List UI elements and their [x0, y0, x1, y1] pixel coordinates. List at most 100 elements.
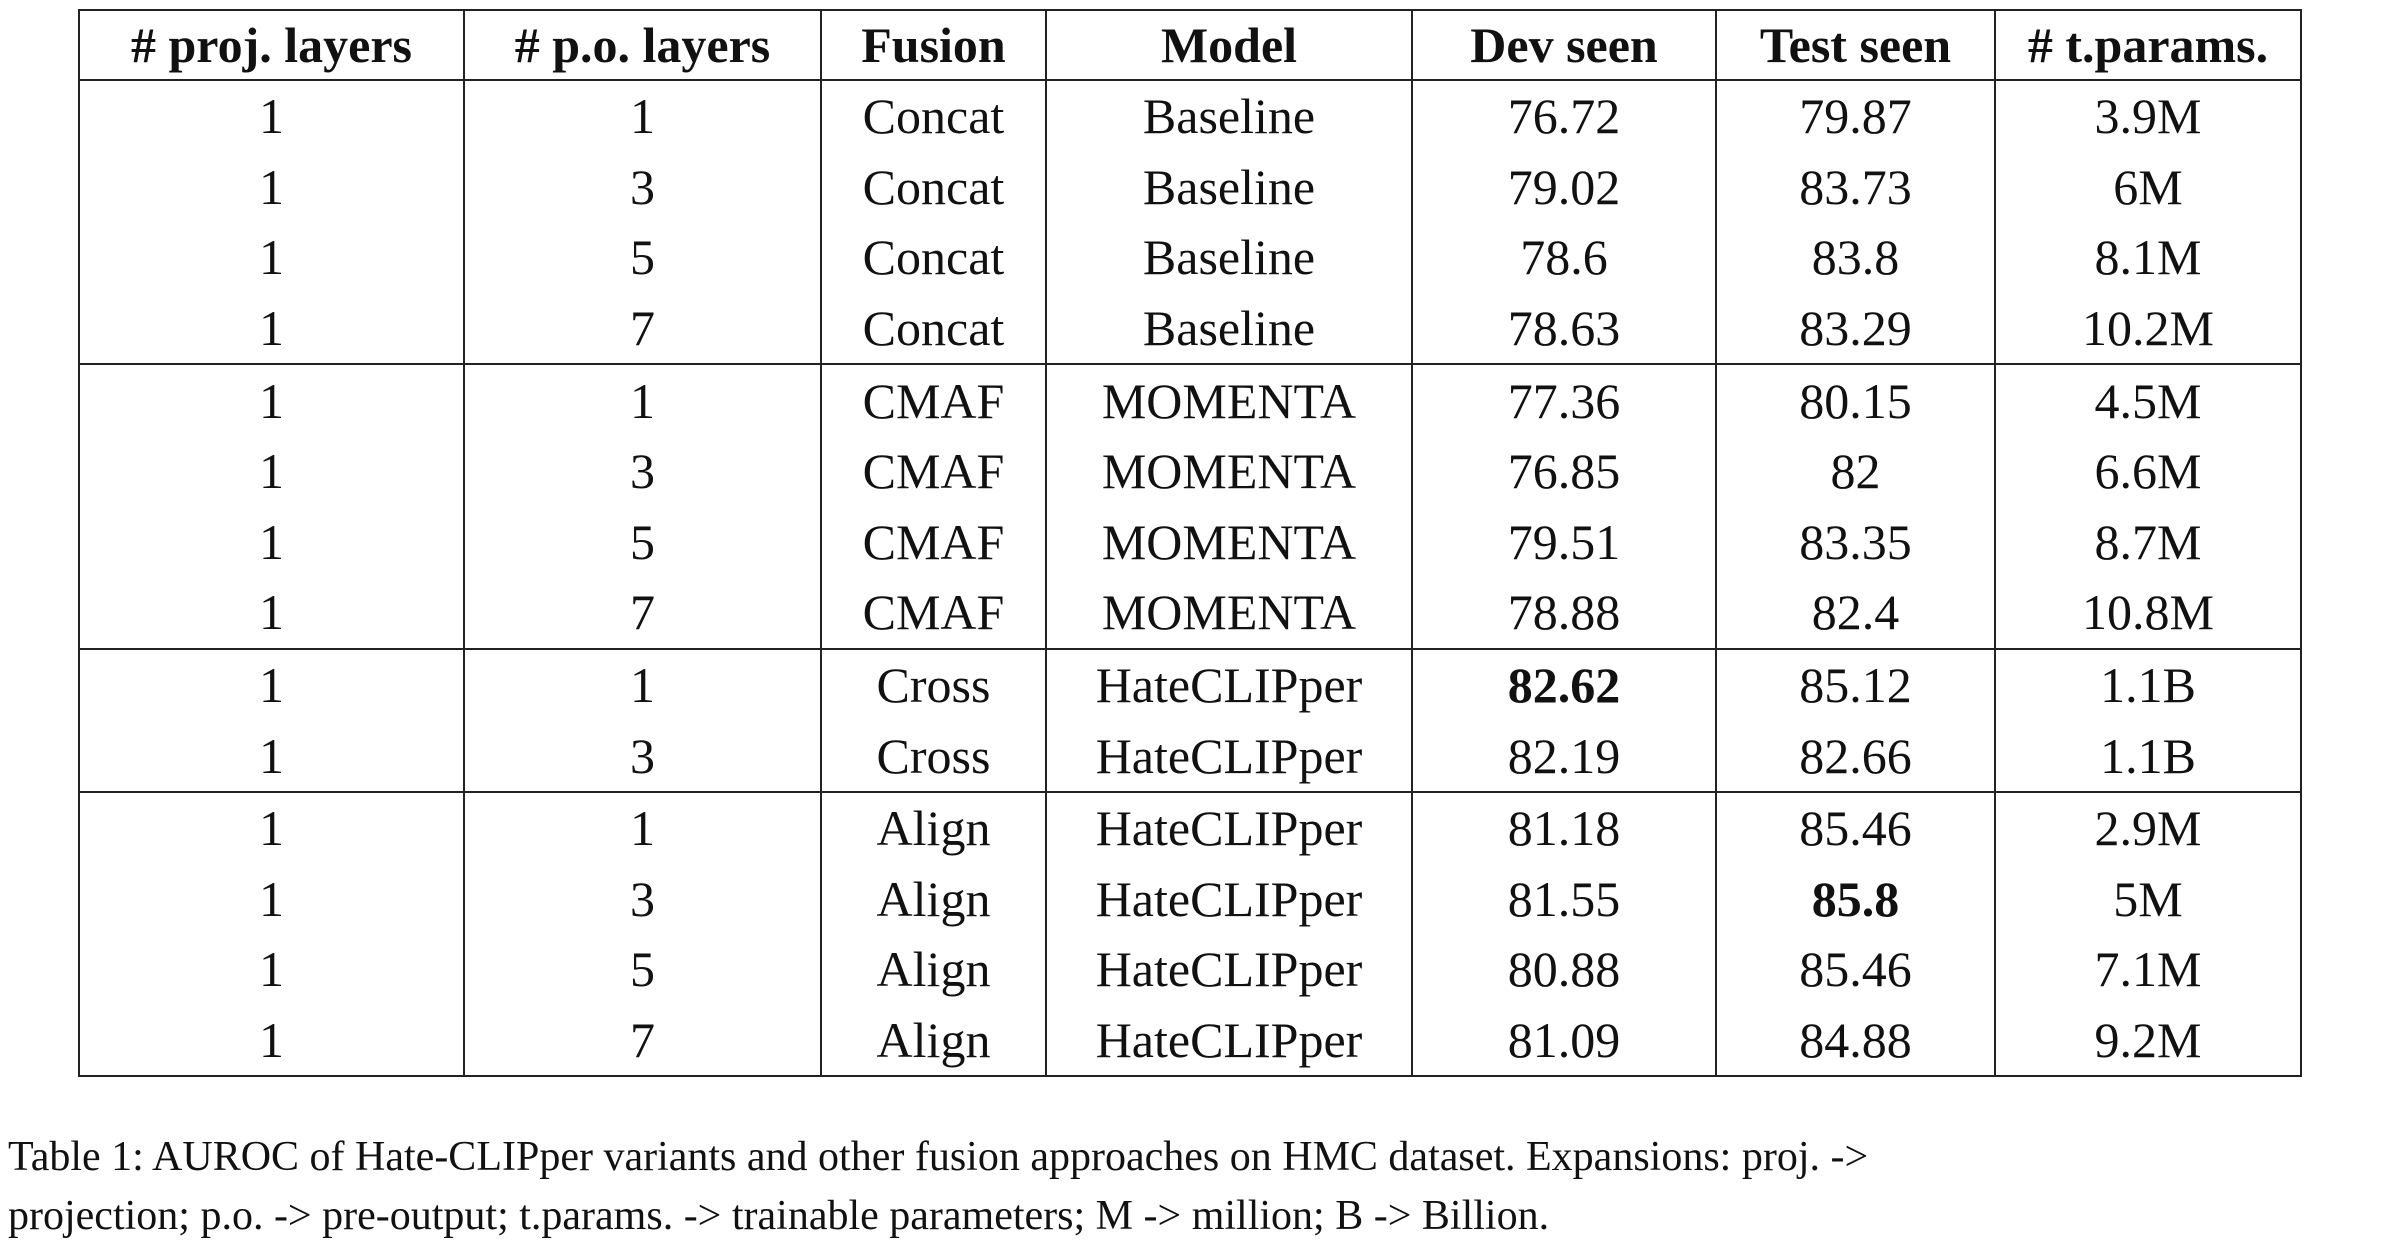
cell-po-layers: 1: [463, 79, 822, 152]
cell-fusion: CMAF: [820, 577, 1047, 649]
cell-po-layers: 3: [463, 151, 822, 223]
header-po-layers: # p.o. layers: [463, 10, 822, 81]
cell-dev-seen: 82.19: [1411, 720, 1717, 792]
caption-line-1: Table 1: AUROC of Hate-CLIPper variants …: [8, 1134, 1869, 1180]
cell-proj-layers: 1: [78, 435, 465, 507]
cell-trainable-params: 1.1B: [1994, 720, 2302, 792]
cell-model: MOMENTA: [1045, 506, 1413, 578]
cell-trainable-params: 10.2M: [1994, 292, 2302, 365]
cell-test-seen: 85.8: [1715, 863, 1996, 935]
cell-po-layers: 7: [463, 292, 822, 365]
cell-po-layers: 3: [463, 435, 822, 507]
cell-trainable-params: 6M: [1994, 151, 2302, 223]
header-dev-seen: Dev seen: [1411, 10, 1717, 81]
header-row: # proj. layers # p.o. layers Fusion Mode…: [78, 10, 2302, 81]
cell-proj-layers: 1: [78, 790, 465, 864]
cell-fusion: Concat: [820, 222, 1047, 293]
header-fusion: Fusion: [820, 10, 1047, 81]
cell-dev-seen: 82.62: [1411, 647, 1717, 721]
cell-fusion: Cross: [820, 647, 1047, 721]
results-table: # proj. layers # p.o. layers Fusion Mode…: [78, 9, 2302, 1078]
cell-trainable-params: 9.2M: [1994, 1004, 2302, 1077]
table-row: 1 5 CMAF MOMENTA 79.51 83.35 8.7M: [78, 506, 2302, 578]
table-row: 1 7 Concat Baseline 78.63 83.29 10.2M: [78, 292, 2302, 365]
cell-proj-layers: 1: [78, 79, 465, 152]
cell-model: Baseline: [1045, 292, 1413, 365]
cell-proj-layers: 1: [78, 1004, 465, 1077]
cell-trainable-params: 10.8M: [1994, 577, 2302, 649]
cell-trainable-params: 3.9M: [1994, 79, 2302, 152]
cell-po-layers: 5: [463, 222, 822, 293]
table-row: 1 7 Align HateCLIPper 81.09 84.88 9.2M: [78, 1004, 2302, 1077]
table-row: 1 3 CMAF MOMENTA 76.85 82 6.6M: [78, 435, 2302, 507]
cell-po-layers: 3: [463, 863, 822, 935]
cell-po-layers: 3: [463, 720, 822, 792]
caption-line-2: projection; p.o. -> pre-output; t.params…: [8, 1193, 1550, 1239]
cell-test-seen: 79.87: [1715, 79, 1996, 152]
cell-proj-layers: 1: [78, 292, 465, 365]
cell-test-seen: 82.4: [1715, 577, 1996, 649]
cell-dev-seen: 77.36: [1411, 363, 1717, 436]
cell-test-seen: 85.46: [1715, 934, 1996, 1005]
cell-proj-layers: 1: [78, 577, 465, 649]
cell-dev-seen: 79.51: [1411, 506, 1717, 578]
cell-model: Baseline: [1045, 222, 1413, 293]
cell-fusion: Concat: [820, 151, 1047, 223]
cell-fusion: CMAF: [820, 363, 1047, 436]
cell-dev-seen: 76.72: [1411, 79, 1717, 152]
cell-fusion: Concat: [820, 79, 1047, 152]
cell-dev-seen: 76.85: [1411, 435, 1717, 507]
cell-po-layers: 5: [463, 506, 822, 578]
cell-test-seen: 84.88: [1715, 1004, 1996, 1077]
cell-test-seen: 83.35: [1715, 506, 1996, 578]
header-proj-layers: # proj. layers: [78, 10, 465, 81]
cell-test-seen: 85.46: [1715, 790, 1996, 864]
table-row: 1 3 Align HateCLIPper 81.55 85.8 5M: [78, 863, 2302, 935]
table-row: 1 3 Cross HateCLIPper 82.19 82.66 1.1B: [78, 720, 2302, 792]
cell-proj-layers: 1: [78, 720, 465, 792]
cell-fusion: Align: [820, 863, 1047, 935]
cell-model: Baseline: [1045, 79, 1413, 152]
cell-model: MOMENTA: [1045, 363, 1413, 436]
table-row: 1 1 Cross HateCLIPper 82.62 85.12 1.1B: [78, 647, 2302, 721]
cell-dev-seen: 81.55: [1411, 863, 1717, 935]
cell-model: MOMENTA: [1045, 577, 1413, 649]
cell-trainable-params: 8.7M: [1994, 506, 2302, 578]
cell-model: MOMENTA: [1045, 435, 1413, 507]
cell-model: HateCLIPper: [1045, 790, 1413, 864]
header-test-seen: Test seen: [1715, 10, 1996, 81]
cell-dev-seen: 78.88: [1411, 577, 1717, 649]
cell-model: HateCLIPper: [1045, 1004, 1413, 1077]
cell-proj-layers: 1: [78, 222, 465, 293]
cell-trainable-params: 7.1M: [1994, 934, 2302, 1005]
cell-trainable-params: 5M: [1994, 863, 2302, 935]
cell-proj-layers: 1: [78, 506, 465, 578]
cell-proj-layers: 1: [78, 363, 465, 436]
cell-model: HateCLIPper: [1045, 647, 1413, 721]
cell-dev-seen: 81.18: [1411, 790, 1717, 864]
header-model: Model: [1045, 10, 1413, 81]
cell-fusion: Align: [820, 934, 1047, 1005]
cell-model: HateCLIPper: [1045, 863, 1413, 935]
cell-fusion: Concat: [820, 292, 1047, 365]
table-caption: Table 1: AUROC of Hate-CLIPper variants …: [8, 1128, 2378, 1246]
table-row: 1 1 CMAF MOMENTA 77.36 80.15 4.5M: [78, 363, 2302, 436]
cell-test-seen: 85.12: [1715, 647, 1996, 721]
cell-test-seen: 83.8: [1715, 222, 1996, 293]
cell-trainable-params: 1.1B: [1994, 647, 2302, 721]
cell-proj-layers: 1: [78, 151, 465, 223]
cell-test-seen: 80.15: [1715, 363, 1996, 436]
table-row: 1 1 Concat Baseline 76.72 79.87 3.9M: [78, 79, 2302, 152]
cell-model: HateCLIPper: [1045, 720, 1413, 792]
cell-po-layers: 7: [463, 1004, 822, 1077]
table-row: 1 1 Align HateCLIPper 81.18 85.46 2.9M: [78, 790, 2302, 864]
cell-po-layers: 1: [463, 790, 822, 864]
cell-test-seen: 82.66: [1715, 720, 1996, 792]
table-row: 1 5 Align HateCLIPper 80.88 85.46 7.1M: [78, 934, 2302, 1005]
cell-trainable-params: 2.9M: [1994, 790, 2302, 864]
cell-test-seen: 83.73: [1715, 151, 1996, 223]
cell-dev-seen: 78.6: [1411, 222, 1717, 293]
cell-test-seen: 82: [1715, 435, 1996, 507]
cell-model: HateCLIPper: [1045, 934, 1413, 1005]
cell-dev-seen: 79.02: [1411, 151, 1717, 223]
